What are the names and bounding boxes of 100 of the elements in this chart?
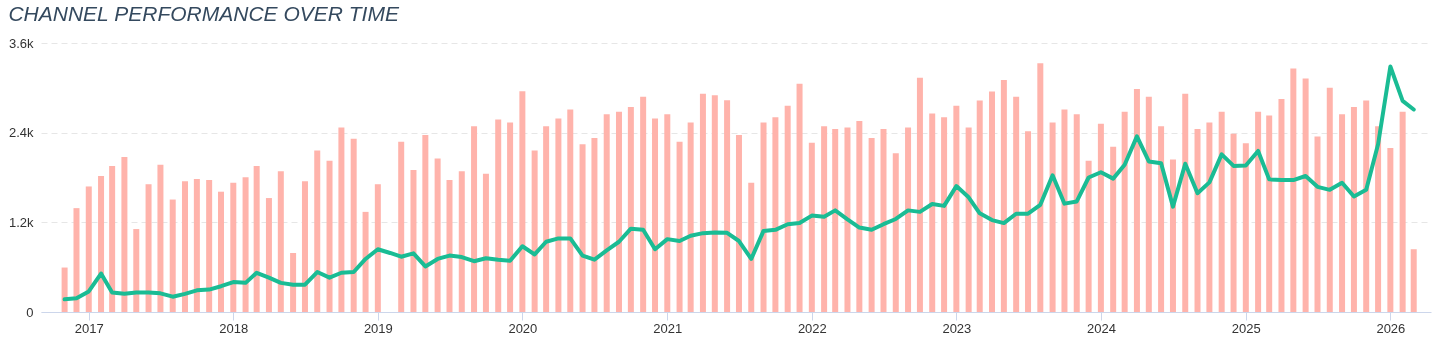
bar [1399,111,1406,312]
bar [1085,160,1092,312]
bar [531,150,538,312]
bar [434,158,441,312]
bar [579,144,586,312]
bar [1255,111,1262,312]
bar [1350,106,1357,312]
bar [965,127,972,312]
bar [1206,122,1213,312]
bar [253,165,260,312]
bar [495,119,502,312]
y-tick-label: 3.6k [8,35,34,51]
bar [1037,63,1044,312]
bar [784,105,791,312]
bar [640,96,647,312]
bar [1302,78,1309,312]
bar [85,186,92,312]
bar [735,134,742,312]
bar [953,105,960,312]
bar [916,77,923,312]
bar [507,122,514,312]
bar [699,93,706,312]
bar [1097,123,1104,312]
bar [314,150,321,312]
bar [1110,146,1117,312]
bar [1013,96,1020,312]
bar [591,137,598,312]
x-tick-label: 2023 [942,320,972,336]
bar [206,180,213,312]
bar [856,121,863,312]
bar [1339,114,1346,312]
bar [277,171,284,312]
x-tick-label: 2020 [508,320,538,336]
bar [73,208,80,312]
bar [1218,111,1225,312]
bar [242,177,249,312]
bar [1194,128,1201,312]
bar [1290,68,1297,312]
bar [1145,96,1152,312]
x-tick-label: 2019 [363,320,393,336]
bar [1375,126,1382,312]
bar [664,114,671,312]
bar [976,100,983,312]
bar [446,180,453,312]
bar [772,117,779,312]
bar [169,199,176,312]
bar [821,126,828,312]
bar [374,184,381,312]
bar [98,176,105,312]
bar [458,171,465,312]
bar [880,128,887,312]
bar [230,182,237,312]
bar [519,91,526,312]
bar [1158,126,1165,312]
x-tick-label: 2026 [1376,320,1406,336]
bar [1387,147,1394,312]
bar [350,138,357,312]
bar [61,267,68,312]
bar [193,178,200,312]
bar [410,170,417,312]
bar [1049,122,1056,312]
bar [1061,109,1068,312]
bar [121,156,128,312]
bar [290,252,297,312]
bar [615,111,622,312]
bar [748,182,755,312]
bar [471,126,478,312]
bar [1133,88,1140,312]
bar [905,127,912,312]
x-tick-label: 2018 [219,320,249,336]
x-tick-label: 2024 [1086,320,1116,336]
x-tick-label: 2025 [1231,320,1261,336]
bar [157,164,164,312]
bar [543,126,550,312]
bar [1073,114,1080,312]
bar [941,117,948,312]
bar [711,95,718,312]
bar [796,83,803,312]
chart-title: CHANNEL PERFORMANCE OVER TIME [8,2,400,25]
bar [482,173,489,312]
bar [808,142,815,312]
bar [676,141,683,312]
bar [929,113,936,312]
x-tick-label: 2021 [653,320,683,336]
bar [1363,100,1370,312]
bar [1314,136,1321,312]
bar [760,122,767,312]
y-tick-label: 0 [26,304,34,320]
bar [1230,133,1237,312]
y-tick-label: 1.2k [8,214,34,230]
bar [832,128,839,312]
bar [362,211,369,312]
bar [1169,159,1176,312]
x-tick-label: 2017 [74,320,104,336]
bar [301,181,308,312]
bar [724,100,731,312]
bar [181,181,188,312]
bar [145,184,152,312]
bar [1025,131,1032,312]
bar [338,127,345,312]
